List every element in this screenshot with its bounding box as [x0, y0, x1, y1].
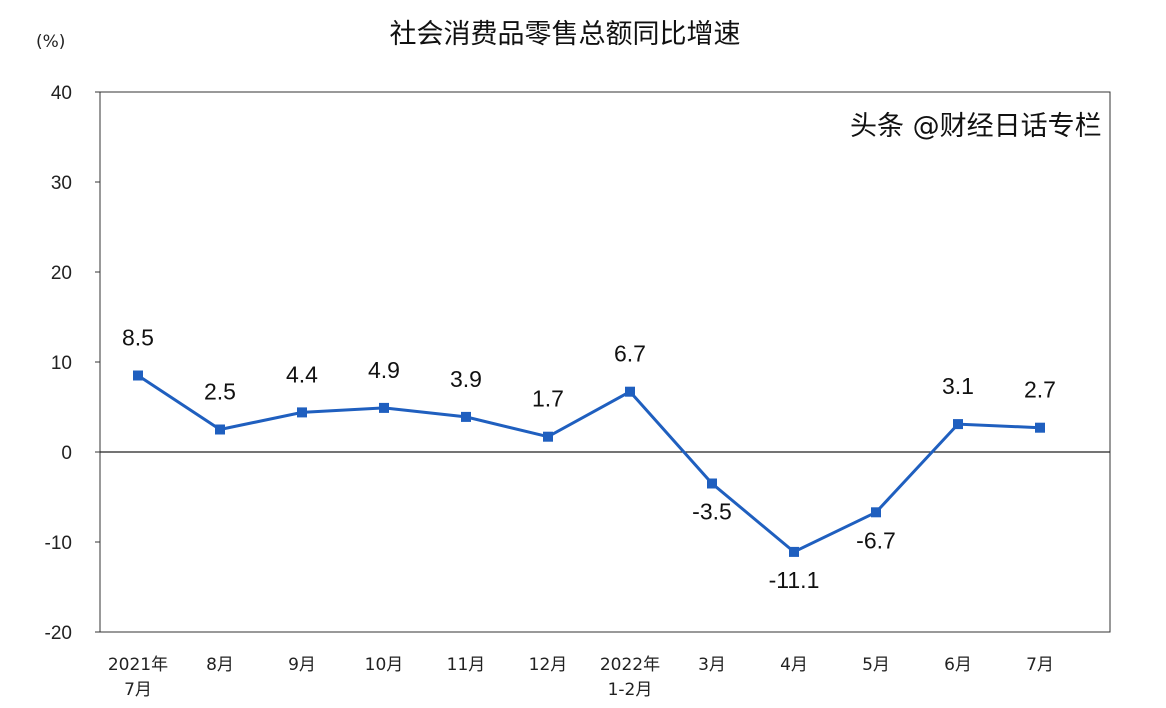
- data-label: 8.5: [122, 325, 154, 351]
- y-tick-label: 30: [51, 173, 72, 194]
- data-label: 4.9: [368, 357, 400, 383]
- data-point: [543, 431, 553, 442]
- data-label: 1.7: [532, 386, 564, 412]
- y-tick-label: -10: [45, 533, 72, 554]
- x-tick-label: 11月: [447, 655, 486, 675]
- x-tick-label: 12月: [529, 655, 568, 675]
- x-tick-label: 4月: [780, 655, 808, 675]
- data-label: -6.7: [856, 527, 896, 553]
- x-tick-label: 2021年: [108, 655, 168, 675]
- x-tick-label: 7月: [1026, 655, 1054, 675]
- watermark: 头条 @财经日话专栏: [850, 111, 1102, 142]
- y-tick-label: -20: [45, 623, 72, 644]
- chart-title: 社会消费品零售总额同比增速: [389, 19, 741, 50]
- x-tick-label: 8月: [206, 655, 234, 675]
- data-point: [461, 411, 471, 422]
- series-line: [137, 374, 1041, 554]
- x-tick-label: 9月: [288, 655, 316, 675]
- x-tick-label: 6月: [944, 655, 972, 675]
- y-tick-label: 10: [51, 353, 72, 374]
- data-point: [133, 370, 143, 381]
- data-label: 6.7: [614, 341, 646, 367]
- plot-frame: [99, 91, 1111, 633]
- y-tick-label: 40: [51, 83, 72, 104]
- x-tick-label: 1-2月: [608, 680, 653, 700]
- data-label: 2.5: [204, 379, 236, 405]
- data-label: 3.1: [942, 373, 974, 399]
- x-tick-label: 7月: [124, 680, 152, 700]
- data-label: -11.1: [769, 567, 820, 593]
- data-label: 3.9: [450, 366, 482, 392]
- data-point: [789, 546, 799, 557]
- data-point: [953, 419, 963, 430]
- data-point: [297, 407, 307, 418]
- data-point: [707, 478, 717, 489]
- y-tick-label: 0: [61, 443, 72, 464]
- y-tick-label: 20: [51, 263, 72, 284]
- data-point: [625, 386, 635, 397]
- y-axis-unit: (%): [36, 32, 66, 52]
- x-tick-label: 3月: [698, 655, 726, 675]
- x-tick-label: 2022年: [600, 655, 660, 675]
- data-point: [1035, 422, 1045, 433]
- x-tick-label: 5月: [862, 655, 890, 675]
- data-label: 2.7: [1024, 377, 1056, 403]
- data-point: [871, 507, 881, 518]
- data-label: -3.5: [692, 499, 732, 525]
- data-label: 4.4: [286, 361, 318, 387]
- data-point: [215, 424, 225, 435]
- data-point: [379, 402, 389, 413]
- x-tick-label: 10月: [365, 655, 404, 675]
